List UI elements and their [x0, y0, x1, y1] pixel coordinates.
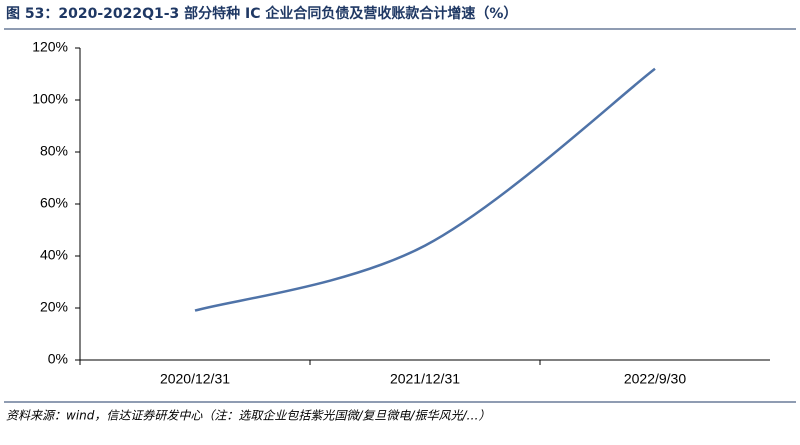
x-tick-label: 2022/9/30	[624, 371, 686, 387]
y-tick-label: 60%	[40, 195, 68, 211]
y-tick-label: 100%	[32, 91, 68, 107]
source-note: 资料来源：wind，信达证券研发中心（注：选取企业包括紫光国微/复旦微电/振华风…	[6, 409, 491, 423]
x-tick-label: 2020/12/31	[160, 371, 230, 387]
y-tick-label: 0%	[48, 351, 68, 367]
y-tick-label: 20%	[40, 299, 68, 315]
line-series	[194, 67, 656, 312]
chart-title: 图 53：2020-2022Q1-3 部分特种 IC 企业合同负债及营收账款合计…	[6, 5, 517, 22]
y-tick-label: 120%	[32, 39, 68, 55]
y-tick-label: 80%	[40, 143, 68, 159]
x-tick-label: 2021/12/31	[390, 371, 460, 387]
y-tick-label: 40%	[40, 247, 68, 263]
